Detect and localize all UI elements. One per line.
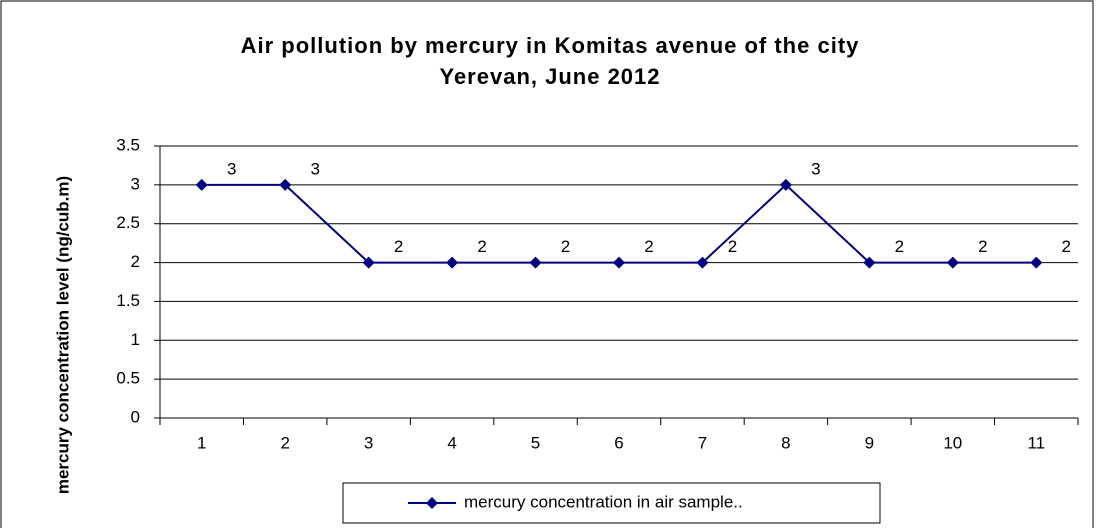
data-label: 2: [561, 237, 570, 256]
y-tick-label: 1: [131, 330, 140, 349]
data-label: 3: [310, 159, 319, 178]
x-tick-label: 8: [781, 433, 790, 452]
data-label: 2: [644, 237, 653, 256]
data-point: [362, 256, 375, 269]
data-point: [529, 256, 542, 269]
data-point: [863, 256, 876, 269]
data-label: 2: [978, 237, 987, 256]
data-point: [696, 256, 709, 269]
y-tick-label: 0: [131, 407, 140, 426]
data-point: [1030, 256, 1043, 269]
chart-title: Air pollution by mercury in Komitas aven…: [240, 33, 860, 89]
data-label: 2: [477, 237, 486, 256]
data-label: 3: [811, 159, 820, 178]
x-tick-label: 4: [447, 433, 456, 452]
data-point: [779, 178, 792, 191]
legend-label: mercury concentration in air sample..: [464, 492, 743, 511]
data-point: [613, 256, 625, 269]
x-tick-label: 1: [197, 433, 206, 452]
y-tick-label: 2.5: [116, 213, 140, 232]
x-tick-label: 10: [943, 433, 962, 452]
data-point: [946, 256, 959, 269]
data-label: 2: [394, 237, 403, 256]
y-tick-label: 3: [131, 174, 140, 193]
x-tick-label: 6: [614, 433, 623, 452]
y-tick-label: 1.5: [116, 291, 140, 310]
x-tick-label: 11: [1027, 433, 1045, 452]
data-point: [195, 178, 208, 191]
data-point: [279, 178, 292, 191]
data-label: 2: [728, 237, 737, 256]
x-tick-label: 7: [698, 433, 707, 452]
x-tick-label: 3: [364, 433, 373, 452]
y-axis-label: mercury concentration level (ng/cub.m): [53, 176, 72, 494]
legend-marker: [426, 497, 438, 509]
y-tick-label: 3.5: [116, 135, 140, 154]
data-label: 2: [1062, 237, 1071, 256]
data-point: [446, 256, 459, 269]
x-tick-label: 2: [280, 433, 289, 452]
x-tick-label: 5: [531, 433, 540, 452]
data-label: 2: [895, 237, 904, 256]
y-tick-label: 2: [131, 252, 140, 271]
x-tick-label: 9: [865, 433, 874, 452]
y-tick-label: 0.5: [116, 369, 140, 388]
data-label: 3: [227, 159, 236, 178]
